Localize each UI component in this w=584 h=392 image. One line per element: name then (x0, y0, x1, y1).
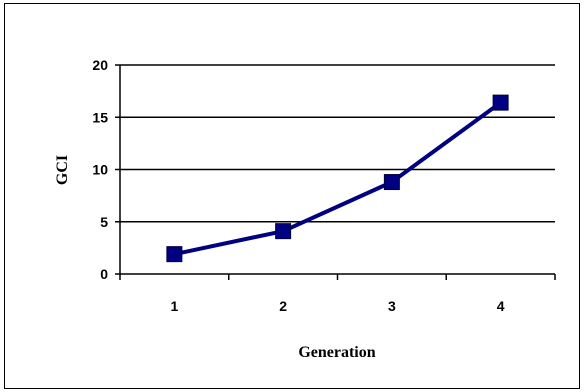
series-line (173, 101, 502, 257)
data-point-marker (492, 94, 509, 111)
y-tick-labels: 0 5 10 15 20 (92, 57, 108, 282)
y-tick-label: 0 (100, 266, 108, 282)
y-tick-label: 10 (92, 162, 108, 178)
x-axis-title: Generation (298, 344, 375, 361)
data-point-marker (383, 174, 400, 191)
data-point-marker (275, 223, 292, 240)
x-tick-label: 1 (170, 298, 178, 314)
chart-area (4, 3, 580, 389)
data-point-marker (166, 246, 183, 263)
y-tick-label: 20 (92, 57, 108, 73)
y-tick-label: 15 (92, 109, 108, 125)
series-group (166, 94, 509, 263)
x-tick-label: 2 (279, 298, 287, 314)
grid-lines (120, 64, 555, 223)
x-tick-labels: 1 2 3 4 (170, 298, 504, 314)
y-tick-label: 5 (100, 214, 108, 230)
y-axis-title: GCI (54, 155, 71, 185)
x-tick-label: 4 (497, 298, 505, 314)
axes (115, 64, 556, 280)
x-tick-label: 3 (388, 298, 396, 314)
